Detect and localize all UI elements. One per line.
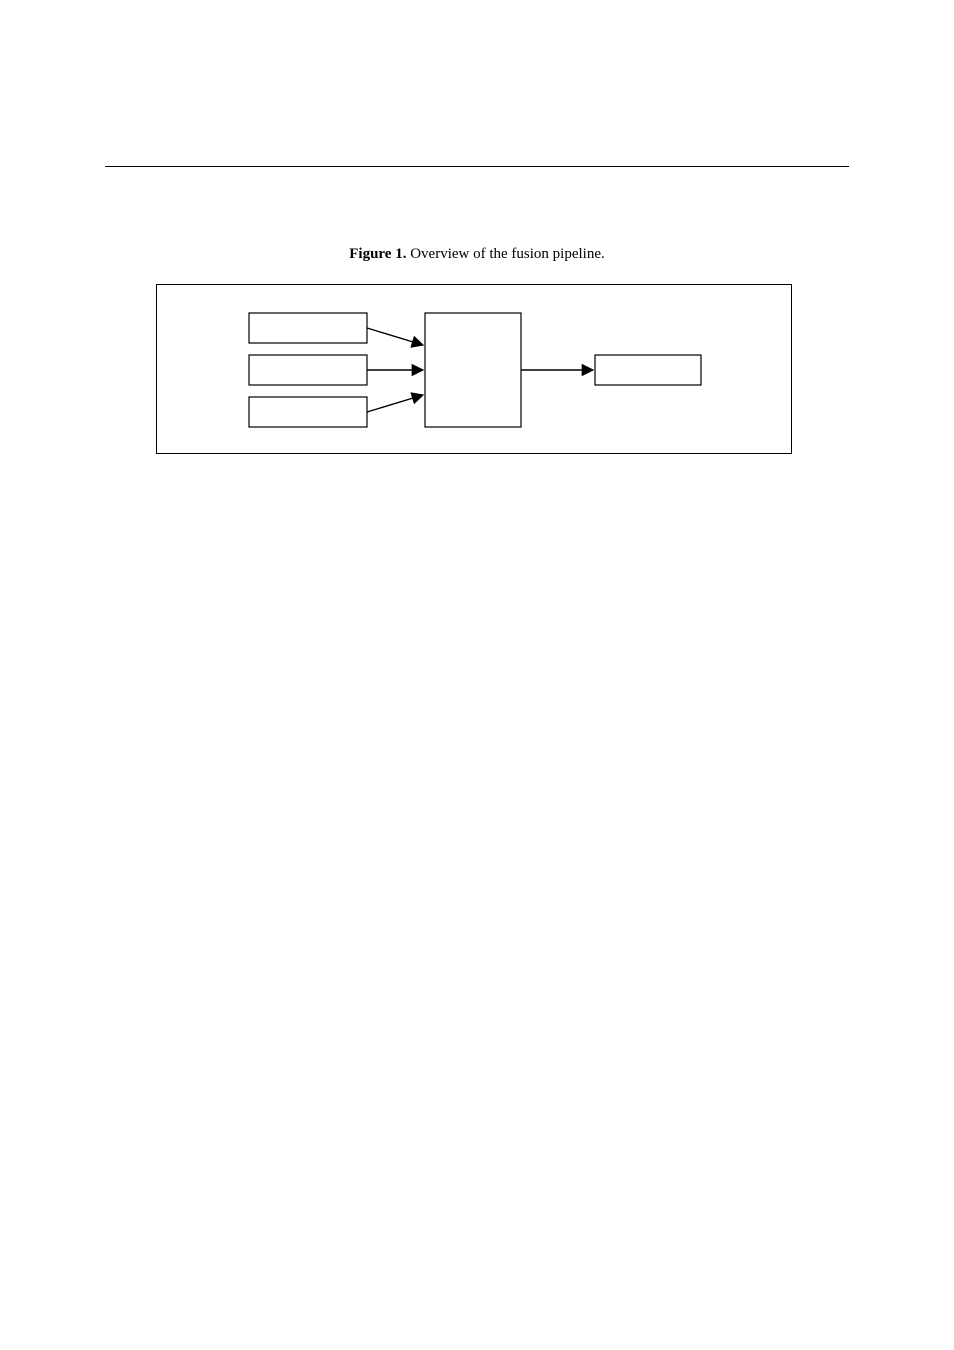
- figure-caption-text: Overview of the fusion pipeline.: [410, 246, 605, 262]
- figure-svg: [157, 285, 791, 453]
- header-rule: [105, 166, 849, 167]
- figure-frame: [156, 284, 792, 454]
- node-out: [595, 355, 701, 385]
- figure-caption-label: Figure 1.: [349, 246, 406, 262]
- node-in3: [249, 397, 367, 427]
- running-header: [105, 160, 849, 167]
- body-text: [105, 492, 849, 516]
- edge-in1-mid: [367, 328, 423, 345]
- node-in1: [249, 313, 367, 343]
- figure-caption: Figure 1. Overview of the fusion pipelin…: [105, 246, 849, 263]
- node-in2: [249, 355, 367, 385]
- edge-in3-mid: [367, 395, 423, 412]
- node-mid: [425, 313, 521, 427]
